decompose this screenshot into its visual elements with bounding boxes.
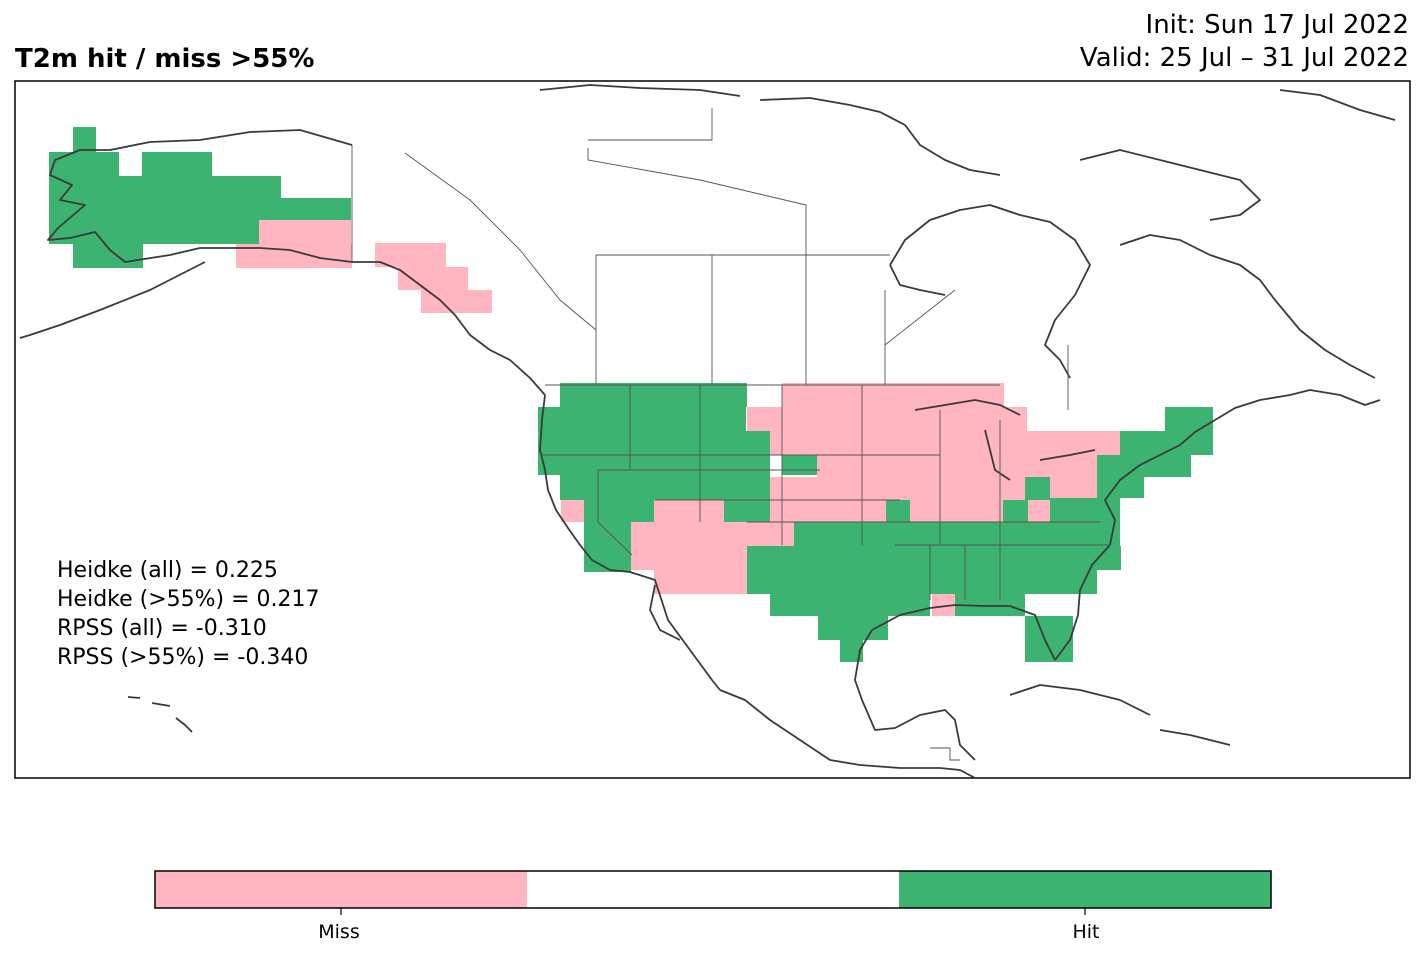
colorbar-label-hit: Hit (1072, 921, 1100, 943)
miss-cells (236, 220, 1120, 616)
skill-stats: Heidke (all) = 0.225 Heidke (>55%) = 0.2… (57, 556, 320, 672)
coastlines (19, 84, 1396, 779)
stat-rpss-55: RPSS (>55%) = -0.340 (57, 645, 309, 670)
stat-rpss-all: RPSS (all) = -0.310 (57, 616, 267, 641)
map-title: T2m hit / miss >55% (15, 44, 315, 74)
colorbar-label-miss: Miss (318, 921, 360, 943)
colorbar-frame (154, 870, 1272, 909)
stat-heidke-all: Heidke (all) = 0.225 (57, 558, 278, 583)
colorbar-neutral-segment (527, 871, 899, 908)
colorbar-miss-segment (155, 871, 527, 908)
valid-period: Valid: 25 Jul – 31 Jul 2022 (1079, 43, 1409, 73)
stat-heidke-55: Heidke (>55%) = 0.217 (57, 587, 320, 612)
colorbar-hit-segment (899, 871, 1271, 908)
boundaries (351, 108, 1110, 761)
colorbar (154, 870, 1272, 915)
init-date: Init: Sun 17 Jul 2022 (1145, 10, 1409, 40)
